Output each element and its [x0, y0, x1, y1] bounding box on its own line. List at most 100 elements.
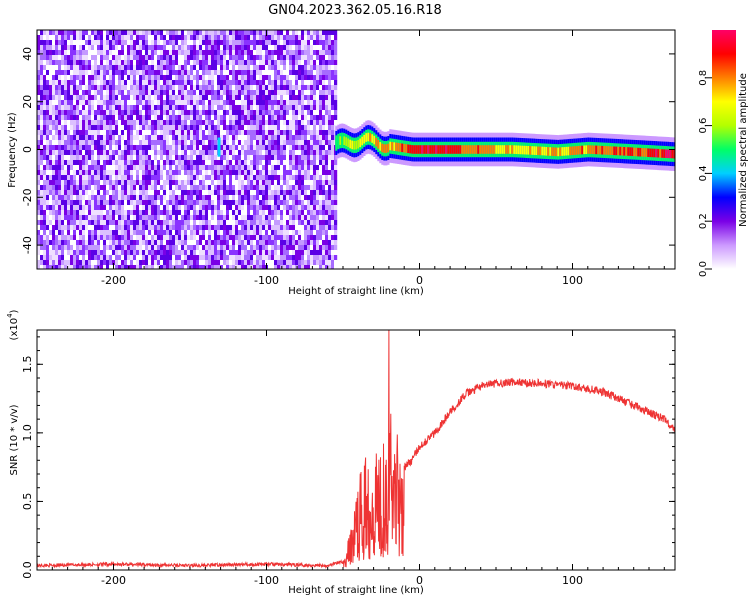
noise-cell: [85, 185, 89, 191]
noise-cell: [61, 40, 65, 46]
noise-cell: [118, 215, 122, 221]
noise-cell: [142, 75, 146, 81]
noise-cell: [127, 205, 131, 211]
noise-cell: [142, 205, 146, 211]
noise-cell: [160, 265, 164, 269]
noise-cell: [283, 245, 287, 251]
noise-cell: [265, 210, 269, 216]
noise-cell: [190, 145, 194, 151]
noise-cell: [307, 60, 311, 66]
noise-cell: [52, 235, 56, 241]
noise-cell: [67, 95, 71, 101]
noise-cell: [295, 135, 299, 141]
noise-cell: [283, 150, 287, 156]
noise-cell: [196, 260, 200, 266]
noise-cell: [283, 170, 287, 176]
noise-cell: [316, 210, 320, 216]
noise-cell: [205, 160, 209, 166]
noise-cell: [208, 75, 212, 81]
noise-cell: [88, 245, 92, 251]
noise-cell: [229, 160, 233, 166]
noise-cell: [166, 230, 170, 236]
noise-cell: [169, 55, 173, 61]
noise-cell: [277, 180, 281, 186]
band-cell: [411, 145, 414, 154]
noise-cell: [253, 90, 257, 96]
noise-cell: [226, 220, 230, 226]
noise-cell: [166, 170, 170, 176]
noise-cell: [163, 125, 167, 131]
noise-cell: [73, 240, 77, 246]
noise-cell: [85, 95, 89, 101]
noise-cell: [82, 110, 86, 116]
noise-cell: [97, 175, 101, 181]
noise-cell: [139, 180, 143, 186]
noise-cell: [238, 90, 242, 96]
noise-cell: [331, 70, 335, 76]
noise-cell: [328, 260, 332, 266]
noise-cell: [37, 105, 41, 111]
noise-cell: [160, 240, 164, 246]
noise-cell: [322, 170, 326, 176]
noise-cell: [241, 190, 245, 196]
noise-cell: [67, 100, 71, 106]
noise-cell: [133, 95, 137, 101]
noise-cell: [268, 200, 272, 206]
noise-cell: [97, 50, 101, 56]
noise-cell: [91, 75, 95, 81]
noise-cell: [196, 200, 200, 206]
noise-cell: [331, 150, 335, 156]
noise-cell: [298, 235, 302, 241]
noise-cell: [238, 145, 242, 151]
noise-cell: [85, 85, 89, 91]
noise-cell: [283, 65, 287, 71]
noise-cell: [76, 240, 80, 246]
noise-cell: [172, 215, 176, 221]
noise-cell: [268, 60, 272, 66]
noise-cell: [274, 180, 278, 186]
band-cell: [377, 140, 380, 149]
noise-cell: [151, 260, 155, 266]
noise-cell: [169, 85, 173, 91]
noise-cell: [124, 95, 128, 101]
noise-cell: [130, 35, 134, 41]
noise-cell: [196, 105, 200, 111]
noise-cell: [97, 35, 101, 41]
noise-cell: [325, 95, 329, 101]
noise-cell: [43, 50, 47, 56]
noise-cell: [274, 240, 278, 246]
noise-cell: [61, 130, 65, 136]
noise-cell: [181, 185, 185, 191]
noise-cell: [76, 170, 80, 176]
noise-cell: [313, 215, 317, 221]
noise-cell: [295, 195, 299, 201]
noise-cell: [79, 95, 83, 101]
noise-cell: [289, 175, 293, 181]
noise-cell: [109, 195, 113, 201]
noise-cell: [238, 190, 242, 196]
noise-cell: [301, 95, 305, 101]
noise-cell: [310, 160, 314, 166]
noise-cell: [211, 265, 215, 269]
noise-cell: [247, 260, 251, 266]
noise-cell: [274, 100, 278, 106]
noise-cell: [112, 45, 116, 51]
noise-cell: [238, 40, 242, 46]
noise-cell: [175, 215, 179, 221]
noise-cell: [319, 45, 323, 51]
noise-cell: [322, 160, 326, 166]
noise-cell: [106, 165, 110, 171]
noise-cell: [220, 180, 224, 186]
noise-cell: [211, 185, 215, 191]
noise-cell: [172, 135, 176, 141]
noise-cell: [295, 185, 299, 191]
noise-cell: [97, 260, 101, 266]
noise-cell: [103, 195, 107, 201]
noise-cell: [130, 250, 134, 256]
noise-cell: [49, 80, 53, 86]
noise-cell: [82, 155, 86, 161]
noise-cell: [100, 240, 104, 246]
noise-cell: [121, 250, 125, 256]
noise-cell: [298, 120, 302, 126]
noise-cell: [94, 35, 98, 41]
